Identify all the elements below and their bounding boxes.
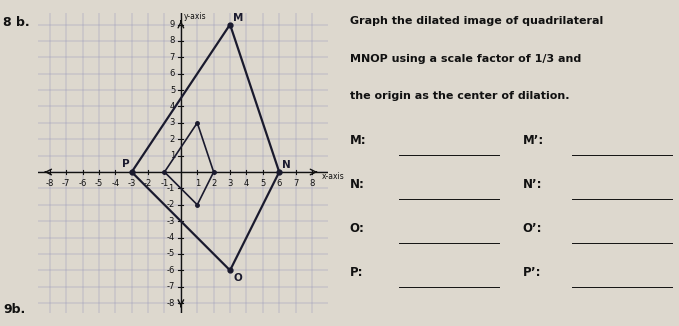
Text: -7: -7 [62,179,71,188]
Text: 8 b.: 8 b. [3,16,30,29]
Text: N: N [282,160,291,170]
Text: 7: 7 [293,179,298,188]
Text: P’:: P’: [523,266,541,279]
Text: -2: -2 [167,200,175,209]
Text: -8: -8 [45,179,54,188]
Text: -4: -4 [167,233,175,242]
Text: P: P [122,159,129,169]
Text: P:: P: [350,266,363,279]
Text: O: O [234,273,242,283]
Text: 9b.: 9b. [3,303,26,316]
Text: -1: -1 [167,184,175,193]
Text: M’:: M’: [523,134,544,147]
Text: N:: N: [350,178,365,191]
Text: -7: -7 [167,282,175,291]
Text: 3: 3 [170,118,175,127]
Text: x-axis: x-axis [322,172,344,182]
Text: y-axis: y-axis [184,12,207,21]
Text: 2: 2 [170,135,175,144]
Text: 4: 4 [170,102,175,111]
Text: 3: 3 [227,179,233,188]
Text: -5: -5 [95,179,103,188]
Text: -2: -2 [144,179,152,188]
Text: 8: 8 [310,179,314,188]
Text: -3: -3 [167,217,175,226]
Text: 2: 2 [211,179,217,188]
Text: Graph the dilated image of quadrilateral: Graph the dilated image of quadrilateral [350,16,603,26]
Text: 8: 8 [170,37,175,45]
Text: MNOP using a scale factor of 1/3 and: MNOP using a scale factor of 1/3 and [350,54,581,64]
Text: 9: 9 [170,20,175,29]
Text: -4: -4 [111,179,120,188]
Text: -1: -1 [160,179,168,188]
Text: O:: O: [350,222,365,235]
Text: 1: 1 [170,151,175,160]
Text: 6: 6 [276,179,282,188]
Text: -3: -3 [128,179,136,188]
Text: 7: 7 [170,53,175,62]
Text: -6: -6 [78,179,87,188]
Text: 1: 1 [195,179,200,188]
Text: -8: -8 [167,299,175,308]
Text: N’:: N’: [523,178,542,191]
Text: 5: 5 [260,179,265,188]
Text: O’:: O’: [523,222,542,235]
Text: -5: -5 [167,249,175,259]
Text: 4: 4 [244,179,249,188]
Text: the origin as the center of dilation.: the origin as the center of dilation. [350,91,569,101]
Text: 6: 6 [170,69,175,78]
Text: M:: M: [350,134,366,147]
Text: 5: 5 [170,85,175,95]
Text: M: M [234,13,244,23]
Text: -6: -6 [167,266,175,275]
